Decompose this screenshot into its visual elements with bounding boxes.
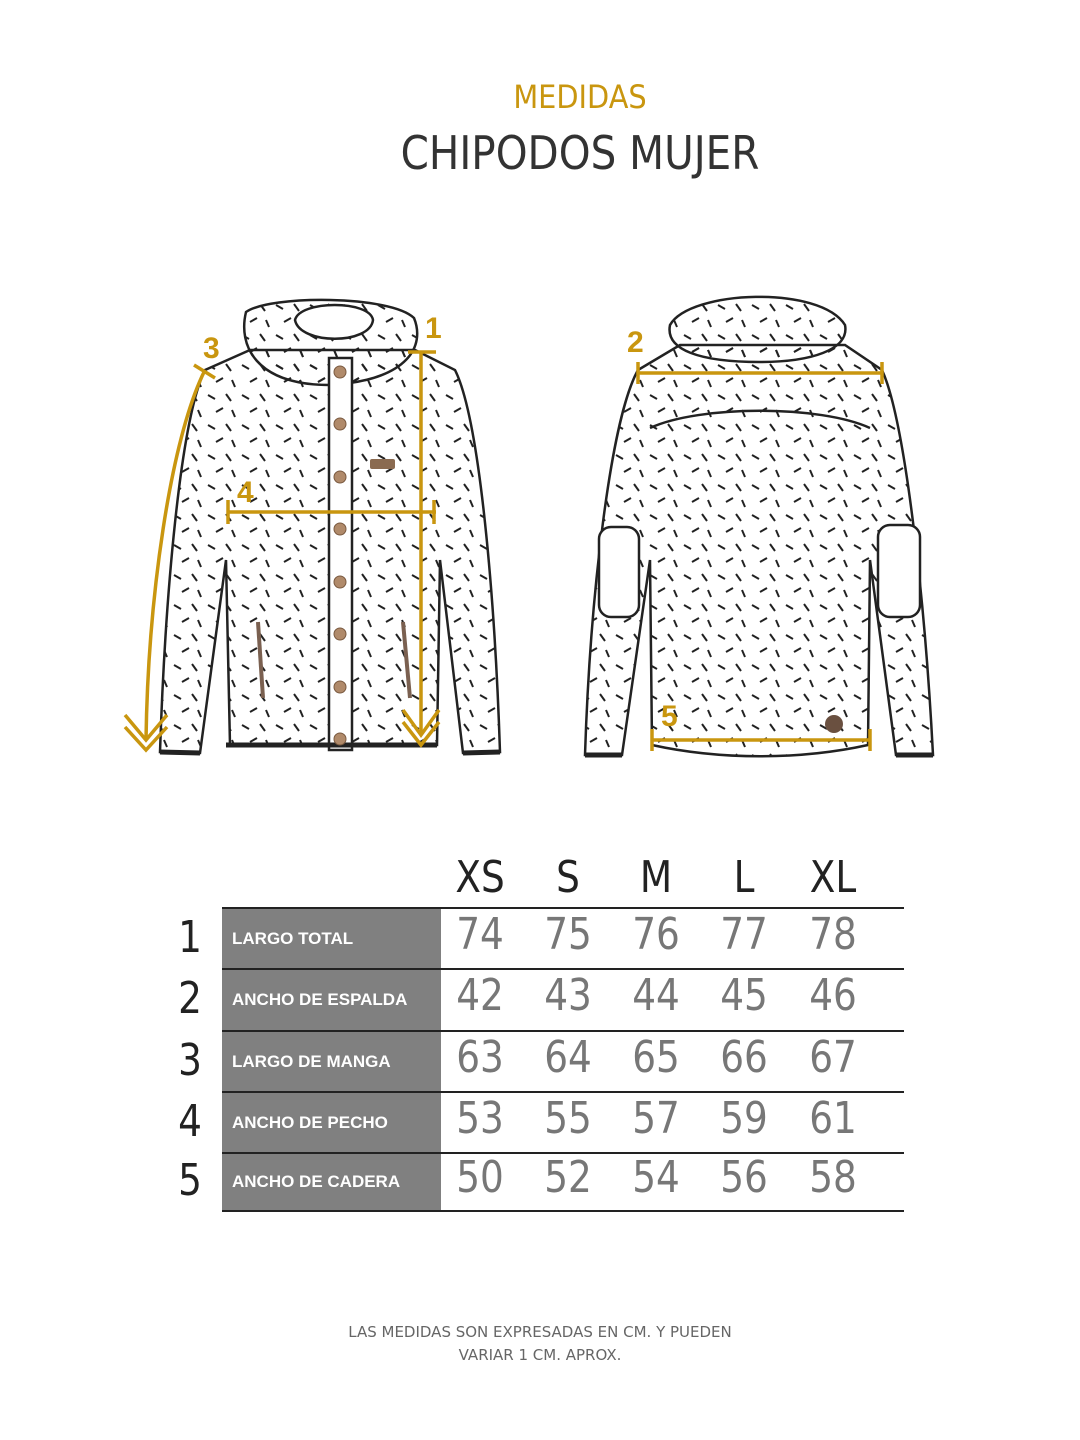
measurement-value: 58 — [809, 1152, 857, 1203]
zipper-pocket — [401, 621, 412, 699]
measurement-label: LARGO TOTAL — [222, 909, 441, 968]
buttons — [333, 365, 347, 746]
row-divider — [222, 1210, 904, 1212]
measurement-value: 52 — [544, 1152, 592, 1203]
measurement-label: ANCHO DE PECHO — [222, 1093, 441, 1152]
measurement-value: 46 — [809, 970, 857, 1021]
row-number: 3 — [178, 1034, 202, 1086]
measurement-value: 77 — [720, 908, 768, 960]
marker-5: 5 — [661, 700, 678, 733]
row-number: 4 — [178, 1095, 202, 1147]
measurement-value: 66 — [720, 1031, 768, 1083]
measurement-value: 78 — [809, 908, 857, 960]
row-number: 1 — [178, 911, 202, 963]
row-number: 2 — [178, 973, 202, 1024]
zipper-pocket — [256, 621, 265, 699]
marker-3: 3 — [203, 332, 220, 365]
footer-note-line1: LAS MEDIDAS SON EXPRESADAS EN CM. Y PUED… — [348, 1323, 732, 1341]
row-number: 5 — [178, 1155, 202, 1206]
row-divider — [222, 968, 904, 970]
row-divider — [222, 907, 904, 909]
measurement-label: ANCHO DE CADERA — [222, 1154, 441, 1210]
back-jacket — [583, 295, 935, 758]
footer-note-line2: VARIAR 1 CM. APROX. — [458, 1346, 622, 1364]
front-jacket — [158, 298, 502, 756]
jacket-diagrams: 1 2 3 4 5 — [123, 295, 935, 758]
measurement-label: ANCHO DE ESPALDA — [222, 970, 441, 1030]
measurement-value: 76 — [632, 908, 680, 960]
measurement-value: 75 — [544, 908, 592, 960]
measurement-value: 44 — [632, 970, 680, 1021]
measurement-value: 65 — [632, 1031, 680, 1083]
size-header: XS — [455, 852, 505, 903]
measurement-value: 61 — [809, 1092, 857, 1144]
row-divider — [222, 1091, 904, 1093]
measurement-value: 42 — [456, 970, 504, 1021]
measurement-value: 59 — [720, 1092, 768, 1144]
measurement-value: 67 — [809, 1031, 857, 1083]
measurement-value: 64 — [544, 1031, 592, 1083]
measurement-value: 57 — [632, 1092, 680, 1144]
measurement-value: 53 — [456, 1092, 504, 1144]
marker-2: 2 — [627, 326, 644, 359]
row-divider — [222, 1030, 904, 1032]
measurement-value: 55 — [544, 1092, 592, 1144]
size-header: S — [556, 852, 580, 903]
subtitle: MEDIDAS — [513, 78, 647, 116]
measurement-value: 56 — [720, 1152, 768, 1203]
measurement-value: 43 — [544, 970, 592, 1021]
measurement-value: 63 — [456, 1031, 504, 1083]
measurement-value: 50 — [456, 1152, 504, 1203]
measurement-label: LARGO DE MANGA — [222, 1032, 441, 1091]
page-title: CHIPODOS MUJER — [400, 126, 760, 180]
measurement-value: 45 — [720, 970, 768, 1021]
size-header: M — [639, 852, 673, 903]
size-header: XL — [809, 852, 857, 903]
measure-lines — [123, 350, 884, 753]
marker-4: 4 — [237, 476, 254, 509]
marker-1: 1 — [425, 312, 442, 345]
brand-patch — [825, 715, 843, 733]
brand-tag — [370, 459, 395, 469]
measurement-value: 74 — [456, 908, 504, 960]
size-header: L — [733, 852, 755, 903]
row-divider — [222, 1152, 904, 1154]
measurement-value: 54 — [632, 1152, 680, 1203]
